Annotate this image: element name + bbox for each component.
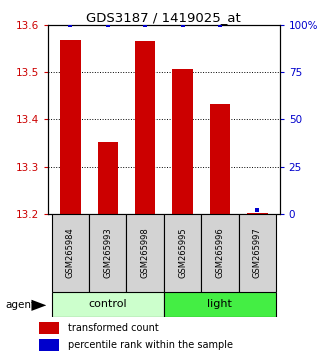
- Text: GSM265984: GSM265984: [66, 228, 75, 279]
- Bar: [52, 292, 164, 317]
- Text: GSM265993: GSM265993: [103, 228, 112, 279]
- Point: [255, 207, 260, 213]
- Point: [105, 22, 111, 28]
- Bar: [39, 339, 59, 350]
- Point: [143, 22, 148, 28]
- Text: GSM265995: GSM265995: [178, 228, 187, 279]
- Bar: [39, 322, 59, 334]
- Text: transformed count: transformed count: [68, 323, 159, 333]
- Bar: [126, 214, 164, 292]
- Text: control: control: [88, 299, 127, 309]
- Bar: [201, 214, 239, 292]
- Bar: [210, 104, 230, 214]
- Bar: [60, 40, 81, 214]
- Bar: [247, 213, 267, 214]
- Text: percentile rank within the sample: percentile rank within the sample: [68, 340, 233, 350]
- Bar: [164, 292, 276, 317]
- Bar: [89, 214, 126, 292]
- Title: GDS3187 / 1419025_at: GDS3187 / 1419025_at: [86, 11, 241, 24]
- Bar: [52, 214, 89, 292]
- Bar: [172, 69, 193, 214]
- Point: [180, 22, 185, 28]
- Text: agent: agent: [5, 300, 35, 310]
- Text: GSM265998: GSM265998: [141, 228, 150, 279]
- Bar: [98, 142, 118, 214]
- Bar: [164, 214, 201, 292]
- Bar: [239, 214, 276, 292]
- Text: GSM265997: GSM265997: [253, 228, 262, 279]
- Text: light: light: [208, 299, 232, 309]
- Point: [217, 22, 222, 28]
- Polygon shape: [31, 300, 46, 311]
- Text: GSM265996: GSM265996: [215, 228, 224, 279]
- Point: [68, 22, 73, 28]
- Bar: [135, 41, 156, 214]
